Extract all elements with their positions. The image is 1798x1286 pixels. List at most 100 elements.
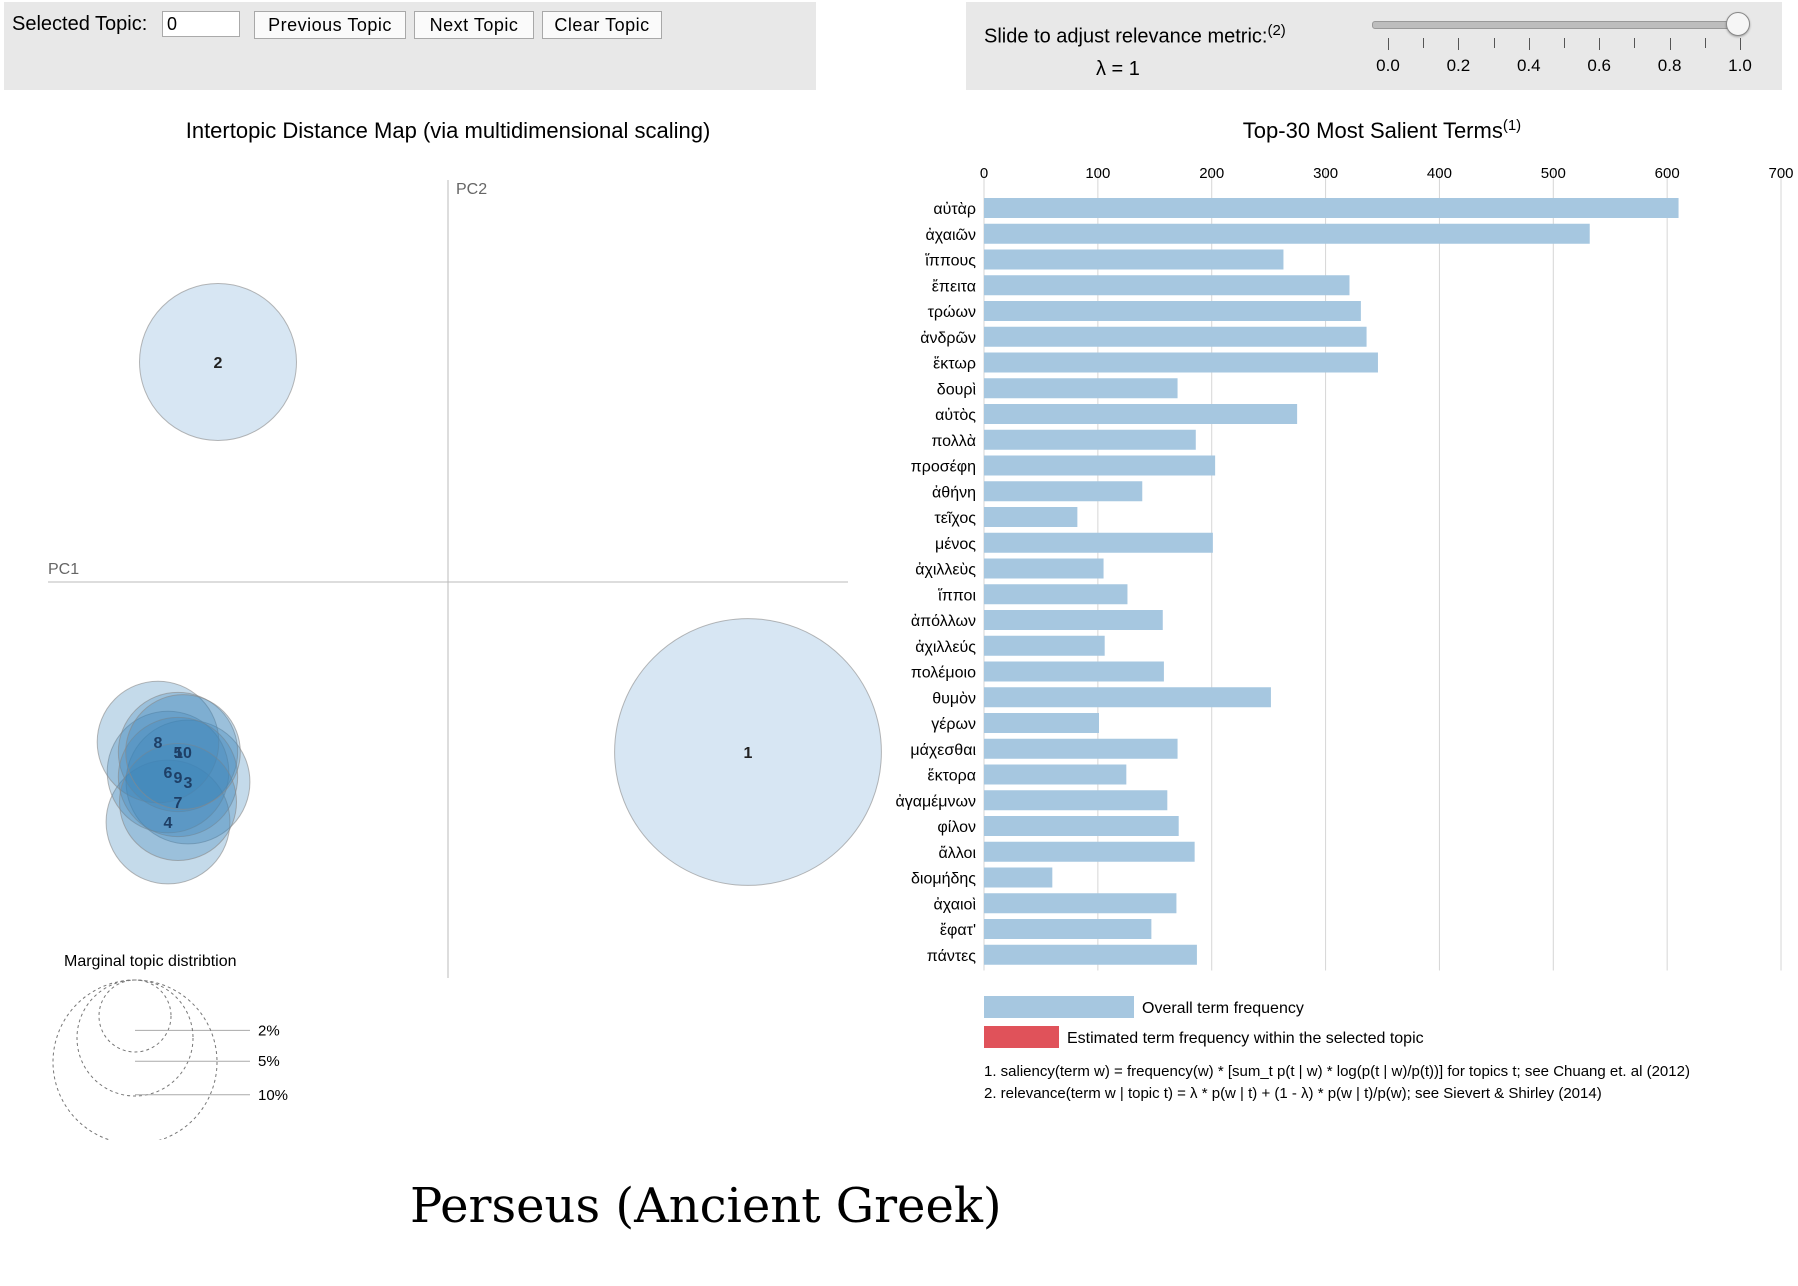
term-bar[interactable] <box>984 919 1152 939</box>
term-label[interactable]: διομήδης <box>911 871 976 888</box>
topic-label-2: 2 <box>214 355 223 372</box>
term-label[interactable]: ἀνδρῶν <box>920 329 976 347</box>
topic-bubble-4[interactable] <box>105 759 231 885</box>
term-bar[interactable] <box>984 841 1195 862</box>
term-label[interactable]: ἀχαιῶν <box>925 226 976 244</box>
term-bar[interactable] <box>984 661 1164 682</box>
term-label[interactable]: ἀπόλλων <box>911 612 976 630</box>
previous-topic-button[interactable]: Previous Topic <box>254 11 406 39</box>
clear-topic-button[interactable]: Clear Topic <box>542 11 662 39</box>
term-bar[interactable] <box>984 584 1128 605</box>
topic-bubble-5[interactable] <box>117 691 239 813</box>
legend-topic-text: Estimated term frequency within the sele… <box>1067 1030 1424 1047</box>
term-bar[interactable] <box>984 378 1178 399</box>
slider-minor-tick <box>1423 38 1425 48</box>
term-bar[interactable] <box>984 532 1213 553</box>
term-bar[interactable] <box>984 687 1271 708</box>
term-bar[interactable] <box>984 944 1197 965</box>
term-bar[interactable] <box>984 816 1179 836</box>
term-label[interactable]: ἔπειτα <box>932 278 976 295</box>
term-label[interactable]: αὐτὰρ <box>933 200 976 218</box>
figure-caption: Perseus (Ancient Greek) <box>410 1178 1002 1234</box>
term-label[interactable]: ἵπποι <box>938 587 976 604</box>
term-label[interactable]: πάντες <box>927 948 977 965</box>
term-bar[interactable] <box>984 558 1104 579</box>
term-label[interactable]: ἀγαμέμνων <box>895 792 976 810</box>
marginal-label-0: 2% <box>258 1022 280 1039</box>
relevance-slider-track[interactable] <box>1372 21 1740 29</box>
term-label[interactable]: γέρων <box>931 716 976 733</box>
term-label[interactable]: μάχεσθαι <box>910 742 976 759</box>
term-bar[interactable] <box>984 893 1177 914</box>
slider-tick <box>1458 38 1460 50</box>
legend-overall-swatch <box>984 996 1134 1018</box>
term-label[interactable]: τρώων <box>928 304 976 321</box>
topic-bubble-9[interactable] <box>117 716 239 838</box>
topic-label-1: 1 <box>744 745 753 762</box>
topic-label-3: 3 <box>184 775 193 792</box>
term-bar[interactable] <box>984 790 1168 811</box>
term-bar[interactable] <box>984 481 1143 502</box>
slider-tick <box>1528 38 1530 50</box>
footnote-relevance: 2. relevance(term w | topic t) = λ * p(w… <box>984 1085 1602 1102</box>
topic-bubble-2[interactable] <box>139 283 297 441</box>
term-bar[interactable] <box>984 326 1367 347</box>
term-label[interactable]: πολλὰ <box>931 433 976 450</box>
term-bar[interactable] <box>984 713 1099 733</box>
marginal-circle-2 <box>52 979 218 1140</box>
term-label[interactable]: ἕκτορα <box>928 768 976 785</box>
term-bar[interactable] <box>984 198 1679 218</box>
topic-bubble-7[interactable] <box>118 742 238 862</box>
topic-bubble-1[interactable] <box>614 618 882 886</box>
term-label[interactable]: δουρὶ <box>937 381 977 398</box>
term-bar[interactable] <box>984 867 1053 888</box>
term-label[interactable]: ἀχαιοὶ <box>934 895 977 913</box>
term-bar[interactable] <box>984 738 1178 759</box>
x-tick-label: 300 <box>1313 165 1338 182</box>
term-bar[interactable] <box>984 223 1590 244</box>
selected-topic-input[interactable] <box>162 11 240 37</box>
x-tick-label: 500 <box>1541 165 1566 182</box>
slider-tick <box>1388 38 1389 50</box>
term-bar[interactable] <box>984 429 1196 450</box>
term-bar[interactable] <box>984 352 1378 373</box>
term-label[interactable]: προσέφη <box>911 459 976 476</box>
x-tick-label: 100 <box>1085 165 1110 182</box>
next-topic-button[interactable]: Next Topic <box>414 11 534 39</box>
term-label[interactable]: πολέμοιο <box>911 665 976 682</box>
term-bar[interactable] <box>984 635 1105 656</box>
term-bar[interactable] <box>984 275 1350 296</box>
term-label[interactable]: ἀχιλλεὺς <box>915 561 976 579</box>
intertopic-distance-map: Intertopic Distance Map (via multidimens… <box>48 118 882 1140</box>
slider-tick <box>1740 38 1741 50</box>
term-label[interactable]: αὐτὸς <box>935 406 976 424</box>
term-bar[interactable] <box>984 404 1298 424</box>
marginal-label-1: 5% <box>258 1053 280 1070</box>
term-bar[interactable] <box>984 764 1127 785</box>
term-bar[interactable] <box>984 610 1163 630</box>
term-label[interactable]: ἄλλοι <box>939 845 977 862</box>
term-label[interactable]: ἵππους <box>925 253 976 270</box>
term-bar[interactable] <box>984 301 1361 321</box>
topic-bubble-10[interactable] <box>125 694 241 810</box>
relevance-slider-handle[interactable] <box>1726 12 1750 36</box>
term-bar[interactable] <box>984 507 1078 527</box>
pc2-label: PC2 <box>456 181 487 198</box>
term-label[interactable]: φίλον <box>937 819 976 836</box>
x-tick-label: 700 <box>1769 165 1794 182</box>
bar-series: αὐτὰρ ἀχαιῶν ἵππους ἔπειτα τρώων ἀνδρῶν ἕκτωρ δ… <box>895 198 1679 965</box>
term-label[interactable]: τεῖχος <box>934 510 976 527</box>
term-label[interactable]: μένος <box>935 536 976 553</box>
term-bar[interactable] <box>984 455 1216 476</box>
term-label[interactable]: ἔφατ' <box>940 922 976 939</box>
x-tick-label: 0 <box>980 165 988 182</box>
term-label[interactable]: ἀθήνη <box>932 483 976 501</box>
term-label[interactable]: ἀχιλλεύς <box>915 638 976 656</box>
footnote-saliency: 1. saliency(term w) = frequency(w) * [su… <box>984 1063 1690 1080</box>
term-bar[interactable] <box>984 249 1284 270</box>
topic-label-8: 8 <box>154 735 163 752</box>
topic-label-4: 4 <box>164 815 173 832</box>
term-label[interactable]: θυμὸν <box>932 690 976 707</box>
slider-tick-label: 0.8 <box>1657 56 1682 75</box>
term-label[interactable]: ἕκτωρ <box>933 356 976 373</box>
